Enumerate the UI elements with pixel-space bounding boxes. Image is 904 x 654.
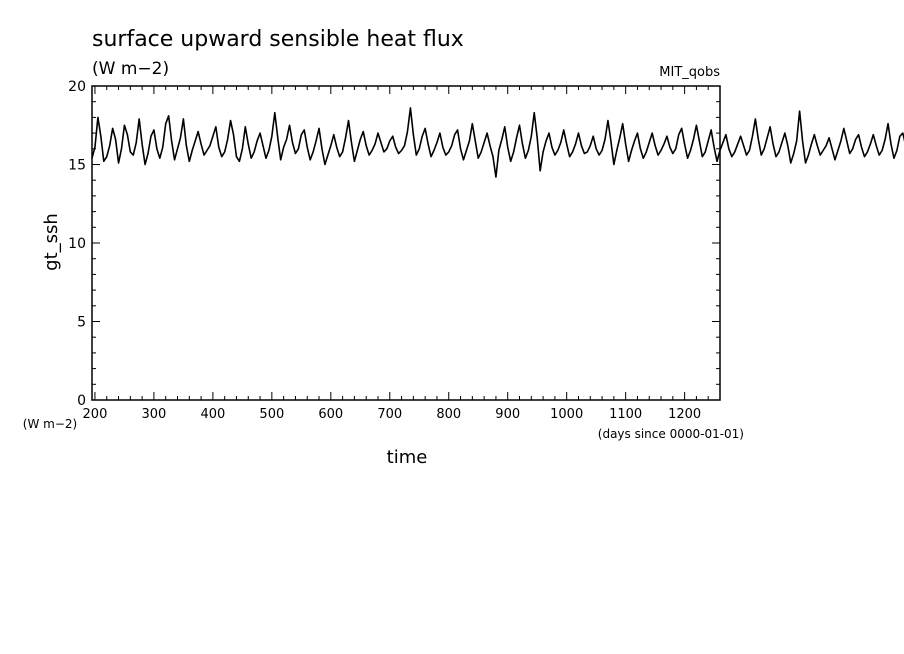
x-tick-label: 400 xyxy=(200,407,225,422)
y-tick-label: 10 xyxy=(68,236,86,252)
x-tick-label: 1200 xyxy=(668,407,701,422)
x-tick-label: 800 xyxy=(436,407,461,422)
x-axis-units: (days since 0000-01-01) xyxy=(598,427,744,441)
plot-frame xyxy=(91,85,721,401)
y-tick-label: 0 xyxy=(77,393,86,409)
x-tick-label: 700 xyxy=(377,407,402,422)
y-tick-label: 20 xyxy=(68,79,86,95)
x-tick-label: 200 xyxy=(83,407,108,422)
x-tick-label: 300 xyxy=(142,407,167,422)
y-axis-label: gt_ssh xyxy=(41,213,62,271)
x-tick-label: 600 xyxy=(318,407,343,422)
y-tick-label: 5 xyxy=(77,315,86,331)
y-tick-label: 15 xyxy=(68,158,86,174)
x-tick-label: 900 xyxy=(495,407,520,422)
y-axis-units: (W m−2) xyxy=(23,417,77,431)
series-line xyxy=(91,107,904,178)
dataset-label: MIT_qobs xyxy=(659,65,720,80)
axes: 0 5 10 15 20 200 300 400 500 600 700 800 900 1000 1100… xyxy=(68,79,721,422)
chart-units-label: (W m−2) xyxy=(92,59,169,79)
x-tick-label: 1000 xyxy=(550,407,583,422)
x-tick-label: 1100 xyxy=(609,407,642,422)
series-layer xyxy=(91,107,904,178)
chart-title: surface upward sensible heat flux xyxy=(92,27,464,52)
x-tick-label: 500 xyxy=(259,407,284,422)
x-axis-label: time xyxy=(387,447,428,468)
